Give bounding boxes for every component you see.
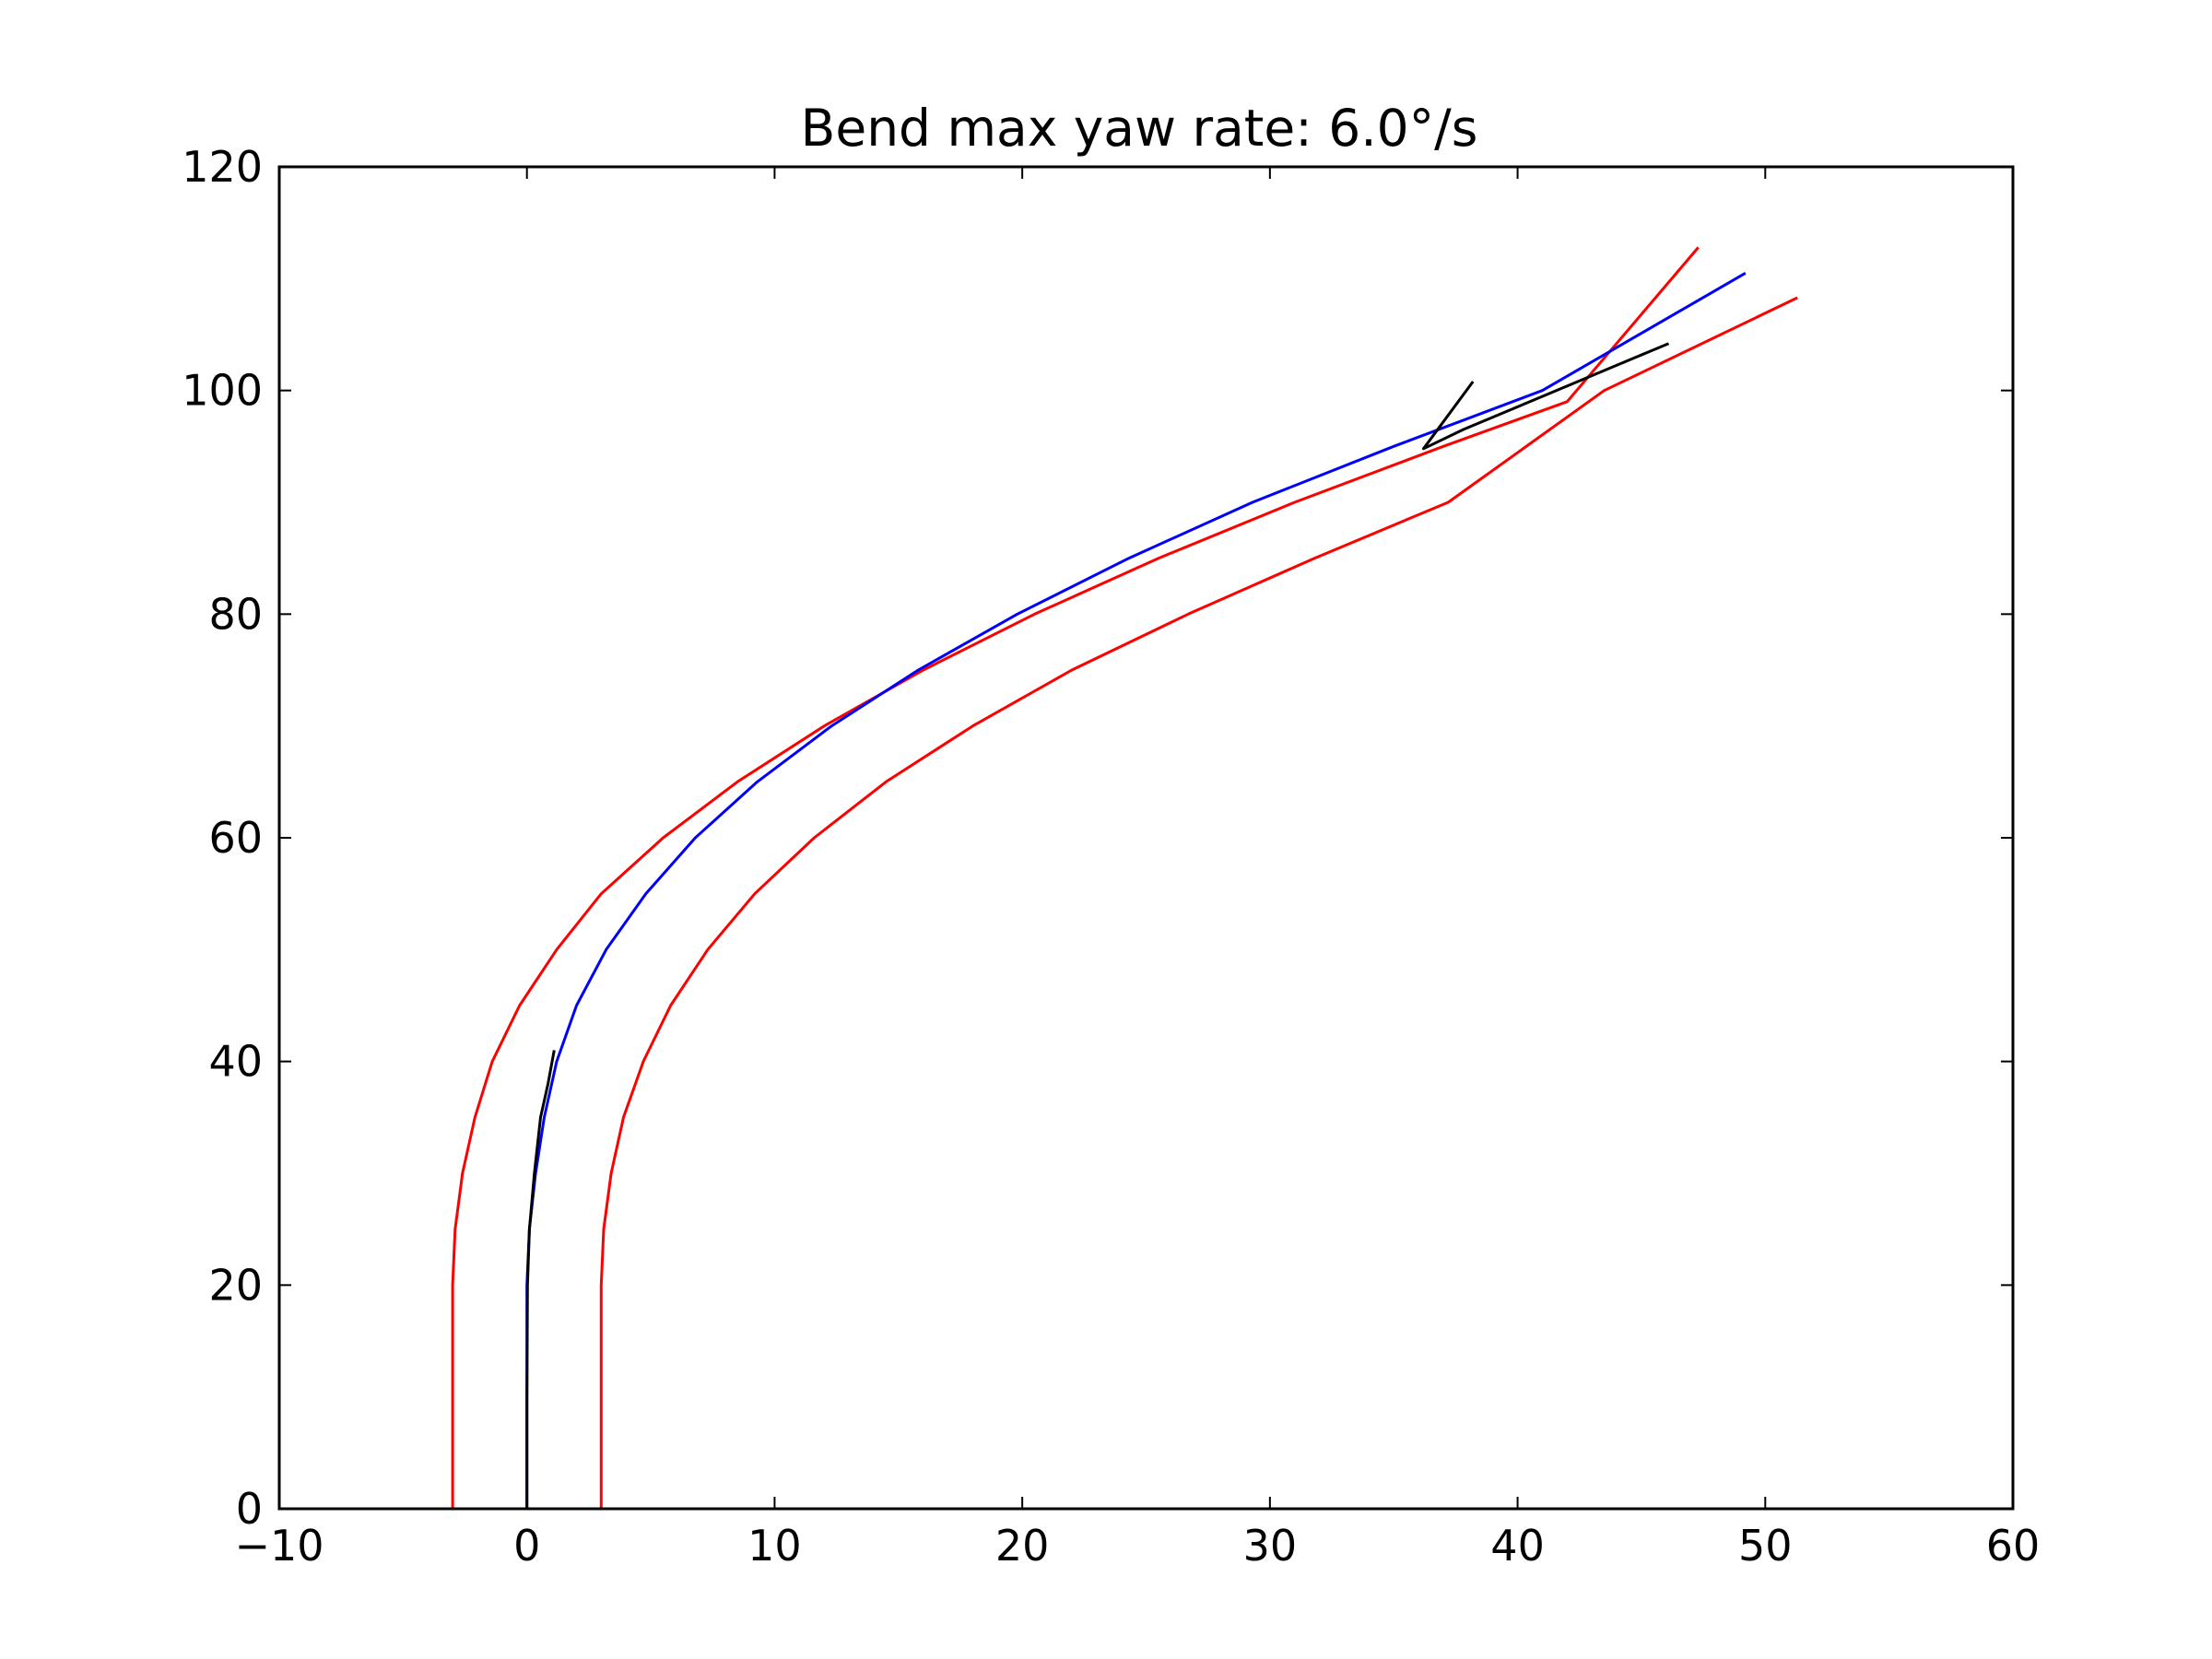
x-tick-label: 30 [1243, 1521, 1298, 1571]
x-tick-label: 40 [1490, 1521, 1545, 1571]
series-line-4 [525, 1050, 556, 1509]
x-tick-label: 20 [995, 1521, 1050, 1571]
chart-title: Bend max yaw rate: 6.0°/s [801, 99, 1478, 158]
x-tick-label: 10 [747, 1521, 802, 1571]
series-line-5 [1422, 342, 1670, 451]
y-tick-label: 0 [236, 1484, 263, 1534]
series-group [451, 246, 1798, 1509]
y-tick-label: 60 [208, 813, 263, 863]
x-tick-label: −10 [234, 1521, 324, 1571]
y-tick-label: 80 [208, 589, 263, 639]
plot-frame [277, 165, 2015, 1511]
x-tick-label: 0 [513, 1521, 540, 1571]
y-tick-label: 40 [208, 1037, 263, 1087]
y-tick-label: 20 [208, 1260, 263, 1310]
series-line-2 [525, 272, 1747, 1509]
x-tick-label: 50 [1738, 1521, 1793, 1571]
x-tick-label: 60 [1986, 1521, 2041, 1571]
y-tick-label: 120 [182, 142, 263, 192]
y-tick-label: 100 [182, 366, 263, 416]
series-line-1 [451, 246, 1700, 1509]
series-line-3 [599, 296, 1798, 1509]
